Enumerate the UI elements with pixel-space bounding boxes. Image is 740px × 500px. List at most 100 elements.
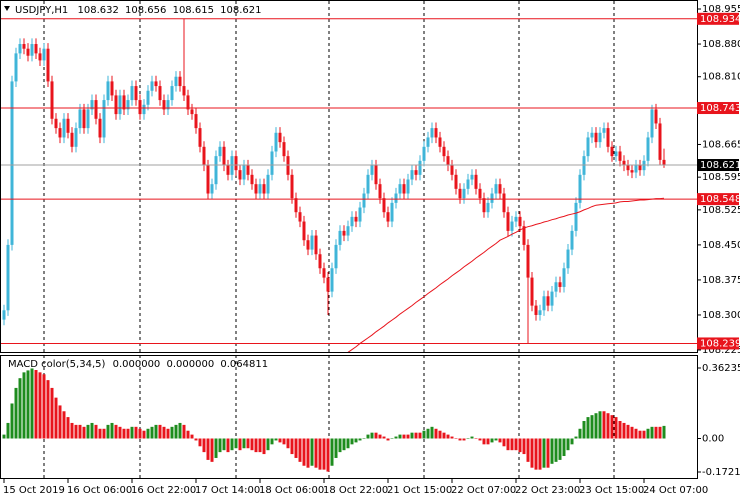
candle-body [606,128,610,147]
macd-bar [662,425,666,439]
macd-bar [414,432,418,439]
candle-body [206,165,210,194]
macd-bar [2,434,6,439]
macd-bar [102,428,106,439]
macd-title: MACD color(5,34,5) [8,359,105,370]
candle-body [458,188,462,199]
candle-body [318,254,322,269]
candle-body [398,184,402,194]
chart-header: USDJPY,H1 108.632 108.656 108.615 108.62… [15,5,261,16]
macd-bar [166,428,170,439]
candle-body [70,132,74,147]
y-tick-label: 108.225 [702,345,740,356]
y-tick-label: 108.525 [702,205,740,216]
level-label: 108.548 [700,194,740,205]
macd-bar [10,403,14,439]
macd-bar [486,438,490,445]
candle-body [86,109,90,129]
macd-bar [482,438,486,445]
candle-body [366,174,370,194]
macd-bar [210,438,214,462]
candle-body [190,109,194,115]
candle-body [486,202,490,213]
macd-bar [494,438,498,441]
macd-bar [514,438,518,451]
candle-body [126,100,130,110]
macd-bar [22,372,26,439]
y-tick-label: 108.450 [702,240,740,251]
macd-bar [78,424,82,439]
macd-bar [458,438,462,441]
candle-body [558,282,562,287]
candle-body [134,86,138,101]
macd-bar [138,428,142,439]
macd-bar [258,438,262,453]
candle-body [202,146,206,166]
macd-bar [378,434,382,439]
macd-bar [546,438,550,468]
candle-body [434,128,438,138]
macd-bar [310,438,314,466]
macd-bar [58,405,62,439]
macd-bar [62,411,66,439]
candle-body [6,244,10,311]
candle-body [10,81,14,245]
macd-bar [114,424,118,439]
macd-bar [38,372,42,439]
macd-bar [498,438,502,443]
macd-bar [54,397,58,439]
macd-bar [562,438,566,457]
candle-body [422,146,426,161]
level-label: 108.934 [700,14,740,25]
macd-bar [462,438,466,441]
macd-bar [558,438,562,460]
candle-body [238,170,242,180]
macd-bar [158,424,162,439]
y-tick-label: 108.665 [702,139,740,150]
x-tick-label: 18 Oct 06:00 [259,485,324,496]
macd-bar [250,438,254,451]
macd-bar [386,438,390,441]
main-plot [2,18,666,352]
candle-body [42,48,46,61]
macd-bar [374,432,378,439]
macd-bar [418,432,422,439]
macd-bar [626,424,630,439]
candle-body [198,128,202,147]
macd-panel-frame [0,355,698,479]
candle-body [478,188,482,199]
candle-body [66,118,70,133]
y-tick-label: 108.810 [702,72,740,83]
macd-bar [338,438,342,453]
candle-body [562,268,566,287]
macd-bar [654,426,658,439]
candle-body [294,198,298,213]
macd-bar [638,430,642,439]
macd-bar [550,438,554,464]
macd-bar [174,424,178,439]
candle-body [522,226,526,245]
candle-body [254,184,258,194]
macd-readout: 0.000000 [166,359,214,370]
candle-body [150,81,154,91]
candle-body [46,48,50,82]
candle-body [34,44,38,54]
candle-body [574,202,578,231]
candle-body [406,179,410,194]
candle-body [362,193,366,208]
macd-bar [18,378,22,439]
candle-body [154,81,158,87]
macd-bar [366,434,370,439]
macd-bar [342,438,346,451]
macd-bar [146,428,150,439]
candle-body [622,160,626,166]
macd-bar [282,438,286,445]
candle-body [610,146,614,157]
macd-y-tick-label: 0.362352 [702,363,740,374]
candle-body [102,100,106,138]
macd-bar [234,438,238,449]
macd-bar [422,430,426,439]
macd-bar [14,387,18,439]
level-box [697,337,739,350]
macd-bar [534,438,538,470]
